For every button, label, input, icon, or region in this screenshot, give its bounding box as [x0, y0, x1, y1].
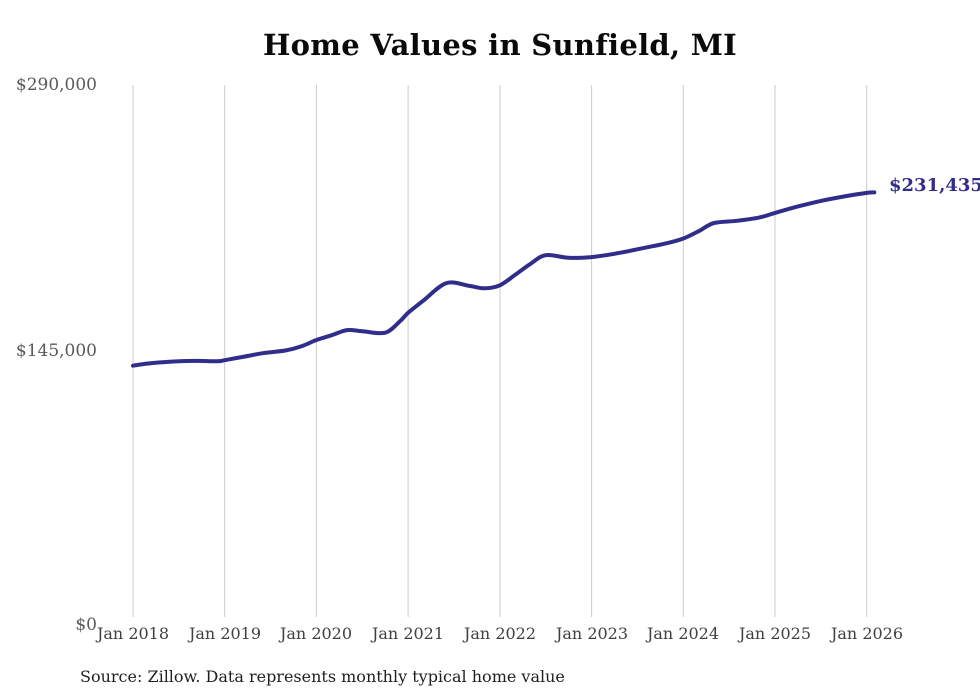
x-axis-label: Jan 2025: [738, 624, 812, 643]
chart-title: Home Values in Sunfield, MI: [262, 28, 738, 62]
y-axis-label: $0: [75, 615, 97, 635]
y-axis-label: $290,000: [15, 75, 97, 95]
y-axis-label: $145,000: [15, 341, 97, 361]
x-axis-label: Jan 2020: [279, 624, 353, 643]
latest-value-label: $231,435: [889, 175, 980, 196]
x-axis-label: Jan 2019: [188, 624, 262, 643]
x-axis-label: Jan 2024: [646, 624, 720, 643]
home-value-line: [131, 190, 877, 368]
x-axis-label: Jan 2023: [555, 624, 629, 643]
source-note: Source: Zillow. Data represents monthly …: [80, 667, 565, 686]
x-axis-label: Jan 2021: [371, 624, 445, 643]
x-axis-label: Jan 2022: [463, 624, 537, 643]
x-axis-label: Jan 2018: [96, 624, 170, 643]
x-axis-label: Jan 2026: [830, 624, 904, 643]
